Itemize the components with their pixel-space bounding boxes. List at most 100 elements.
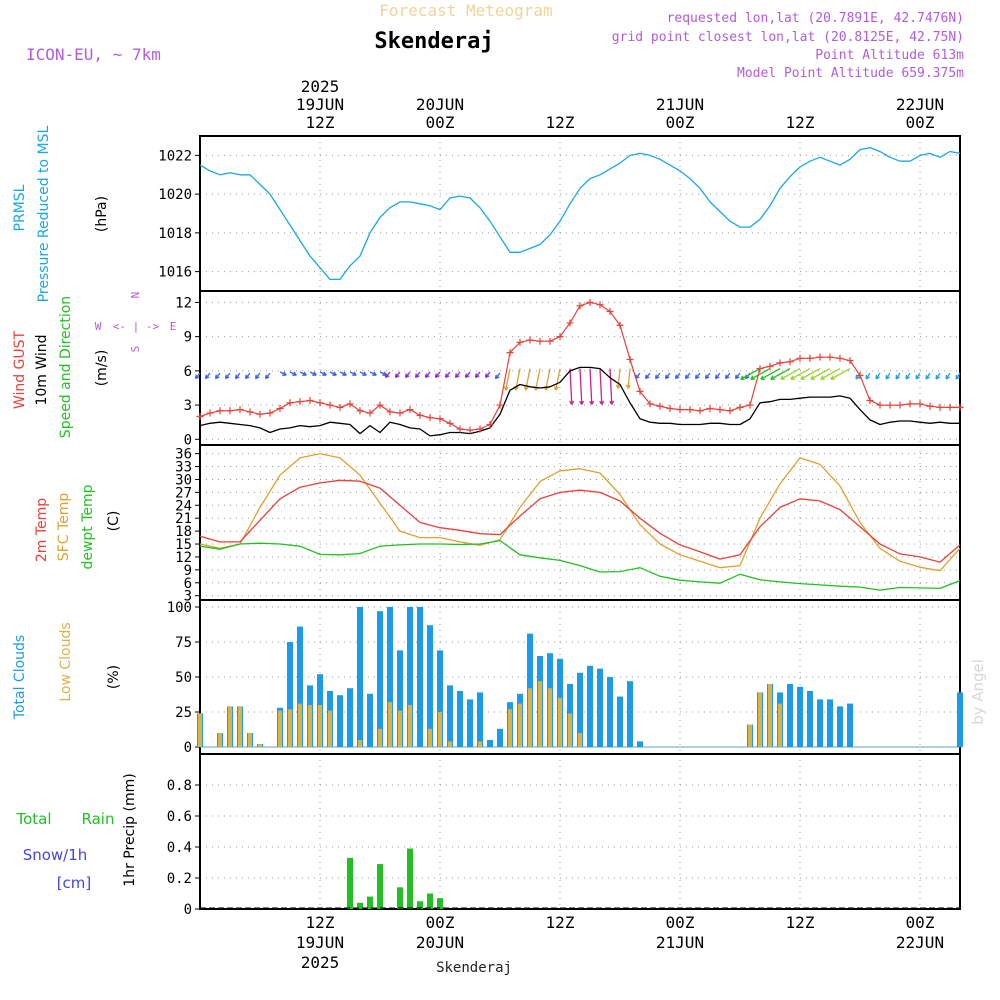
wind-gust-point bbox=[726, 407, 734, 415]
wind-gust-point bbox=[946, 403, 954, 411]
wind-gust-point bbox=[526, 336, 534, 344]
time-axis-label: 22JUN bbox=[896, 933, 944, 952]
wind-gust-point bbox=[466, 426, 474, 434]
wind-gust-point bbox=[546, 337, 554, 345]
total-clouds-bar bbox=[627, 681, 633, 747]
low-clouds-bar bbox=[398, 710, 402, 747]
time-axis-label: 21JUN bbox=[656, 95, 704, 114]
wind-gust-point bbox=[906, 400, 914, 408]
y-tick-label: 75 bbox=[175, 635, 192, 651]
wind-arrow-head bbox=[615, 384, 619, 389]
wind-gust-point bbox=[916, 400, 924, 408]
wind-arrow-head bbox=[820, 375, 824, 380]
pressure-panel: 1016 1018 1020 1022 bbox=[158, 135, 961, 292]
wind-arrow bbox=[800, 368, 821, 380]
wind-gust-point bbox=[746, 401, 754, 409]
y-tick-label: 0.6 bbox=[167, 809, 192, 825]
total-clouds-bar bbox=[357, 607, 363, 747]
wind-gust-point bbox=[936, 403, 944, 411]
wind-label-unit: (m/s) bbox=[94, 350, 110, 387]
pressure-label-unit: (hPa) bbox=[94, 196, 110, 232]
wind-arrow bbox=[569, 368, 573, 405]
wind-gust-point bbox=[776, 359, 784, 367]
time-axis-label: 00Z bbox=[426, 113, 455, 132]
wind-arrow-head bbox=[224, 374, 227, 379]
wind-gust-point bbox=[206, 409, 214, 417]
wind-gust-point bbox=[606, 308, 614, 316]
temp-label-2m: 2m Temp bbox=[34, 498, 50, 562]
y-tick-label: 6 bbox=[184, 576, 192, 592]
wind-arrow-head bbox=[523, 386, 527, 391]
low-clouds-bar bbox=[378, 728, 382, 747]
y-tick-label: 9 bbox=[184, 330, 192, 346]
total-clouds-bar bbox=[387, 607, 393, 747]
info-altitude: Point Altitude 613m bbox=[815, 48, 964, 63]
wind-gust-point bbox=[516, 338, 524, 346]
total-clouds-bar bbox=[427, 625, 433, 747]
low-clouds-bar bbox=[218, 733, 222, 747]
wind-arrow-head bbox=[484, 373, 487, 378]
wind-arrow bbox=[505, 368, 511, 391]
wind-arrow bbox=[810, 368, 831, 380]
wind-gust-point bbox=[856, 371, 864, 379]
wind-gust-point bbox=[556, 333, 564, 341]
low-clouds-bar bbox=[278, 710, 282, 747]
wind-arrow bbox=[750, 368, 771, 380]
y-tick-label: 3 bbox=[184, 589, 192, 605]
low-clouds-bar bbox=[518, 703, 522, 747]
temp-label-unit: (C) bbox=[106, 511, 122, 532]
pressure-frame bbox=[199, 135, 961, 292]
time-axis-label: 00Z bbox=[906, 913, 935, 932]
time-axis-label: 12Z bbox=[306, 113, 335, 132]
y-tick-label: 25 bbox=[175, 705, 192, 721]
y-tick-label: 30 bbox=[175, 472, 192, 488]
temp-2m-line bbox=[199, 479, 961, 563]
low-clouds-bar bbox=[438, 712, 442, 747]
time-axis-label: 2025 bbox=[301, 77, 340, 96]
y-tick-label: 3 bbox=[184, 398, 192, 414]
total-clouds-bar bbox=[347, 688, 353, 747]
y-tick-label: 50 bbox=[175, 670, 192, 686]
rain-bar bbox=[397, 887, 403, 909]
total-clouds-bar bbox=[457, 691, 463, 747]
y-tick-label: 1020 bbox=[158, 187, 192, 203]
wind-gust-point bbox=[896, 401, 904, 409]
time-axis-label: 21JUN bbox=[656, 933, 704, 952]
wind-arrow-head bbox=[589, 400, 593, 405]
temp-labels: 2m Temp SFC Temp dewpt Temp (C) bbox=[34, 484, 122, 569]
wind-arrow bbox=[627, 368, 631, 389]
wind-gust-point bbox=[286, 399, 294, 407]
total-clouds-bar bbox=[287, 642, 293, 747]
total-clouds-bar bbox=[377, 611, 383, 747]
y-tick-label: 15 bbox=[175, 537, 192, 553]
wind-arrow bbox=[545, 368, 551, 391]
wind-gust-point bbox=[596, 301, 604, 309]
total-clouds-bar bbox=[817, 699, 823, 747]
low-clouds-bar bbox=[568, 713, 572, 747]
low-clouds-bar bbox=[238, 706, 242, 747]
wind-arrow-head bbox=[684, 374, 687, 379]
total-clouds-bar bbox=[847, 703, 853, 747]
compass-e: E bbox=[170, 320, 177, 333]
wind-gust-point bbox=[636, 387, 644, 395]
cloud-label-unit: (%) bbox=[106, 665, 122, 689]
total-clouds-bar bbox=[637, 741, 643, 747]
total-clouds-bar bbox=[477, 692, 483, 747]
wind-gust-point bbox=[326, 401, 334, 409]
wind-gust-point bbox=[306, 397, 314, 405]
wind-arrow bbox=[617, 368, 621, 389]
total-clouds-bar bbox=[957, 692, 963, 747]
wind-gust-point bbox=[426, 414, 434, 422]
precipitation-frame bbox=[199, 753, 961, 910]
wind-gust-line bbox=[199, 301, 960, 431]
y-tick-label: 18 bbox=[175, 524, 192, 540]
total-clouds-bar bbox=[617, 696, 623, 747]
wind-panel: 0 3 6 9 12 bbox=[175, 290, 964, 448]
wind-arrow-head bbox=[194, 374, 197, 379]
wind-label-gust: Wind GUST bbox=[12, 330, 28, 409]
total-clouds-bar bbox=[337, 695, 343, 747]
info-model-altitude: Model Point Altitude 659.375m bbox=[737, 66, 964, 81]
total-clouds-bar bbox=[837, 706, 843, 747]
wind-arrow-head bbox=[654, 374, 657, 379]
